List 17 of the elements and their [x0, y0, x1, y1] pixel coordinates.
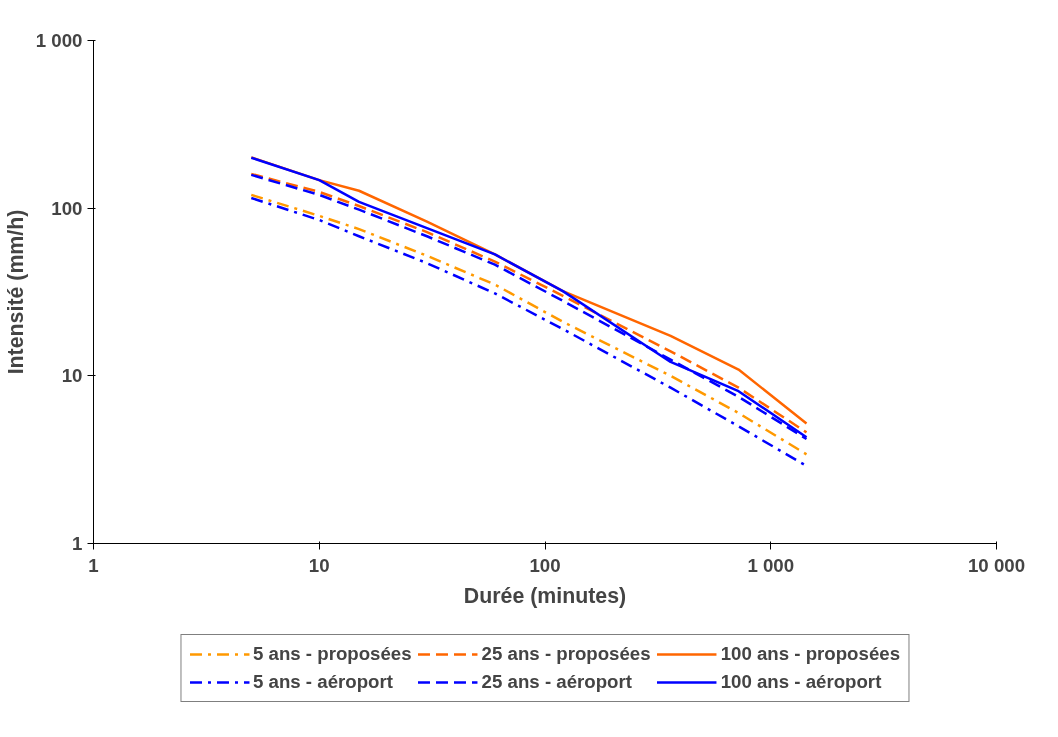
x-tick-label: 1 000 — [747, 554, 795, 576]
legend-label: 25 ans - proposées — [481, 642, 651, 665]
legend-label: 100 ans - proposées — [720, 642, 901, 665]
x-axis-title: Durée (minutes) — [463, 583, 627, 608]
y-axis-title: Intensité (mm/h) — [3, 209, 28, 375]
legend-label: 100 ans - aéroport — [720, 670, 882, 693]
legend-label: 5 ans - proposées — [252, 642, 412, 665]
x-tick-label: 1 — [88, 554, 99, 576]
y-tick-label: 10 — [61, 365, 83, 387]
y-tick-label: 100 — [51, 197, 83, 219]
y-tick-label: 1 000 — [35, 30, 83, 51]
legend-label: 5 ans - aéroport — [252, 670, 393, 693]
x-tick-label: 100 — [529, 554, 561, 576]
legend-label: 25 ans - aéroport — [481, 670, 632, 693]
x-tick-label: 10 — [308, 554, 330, 576]
y-tick-label: 1 — [72, 533, 83, 554]
x-tick-label: 10 000 — [967, 554, 1026, 576]
